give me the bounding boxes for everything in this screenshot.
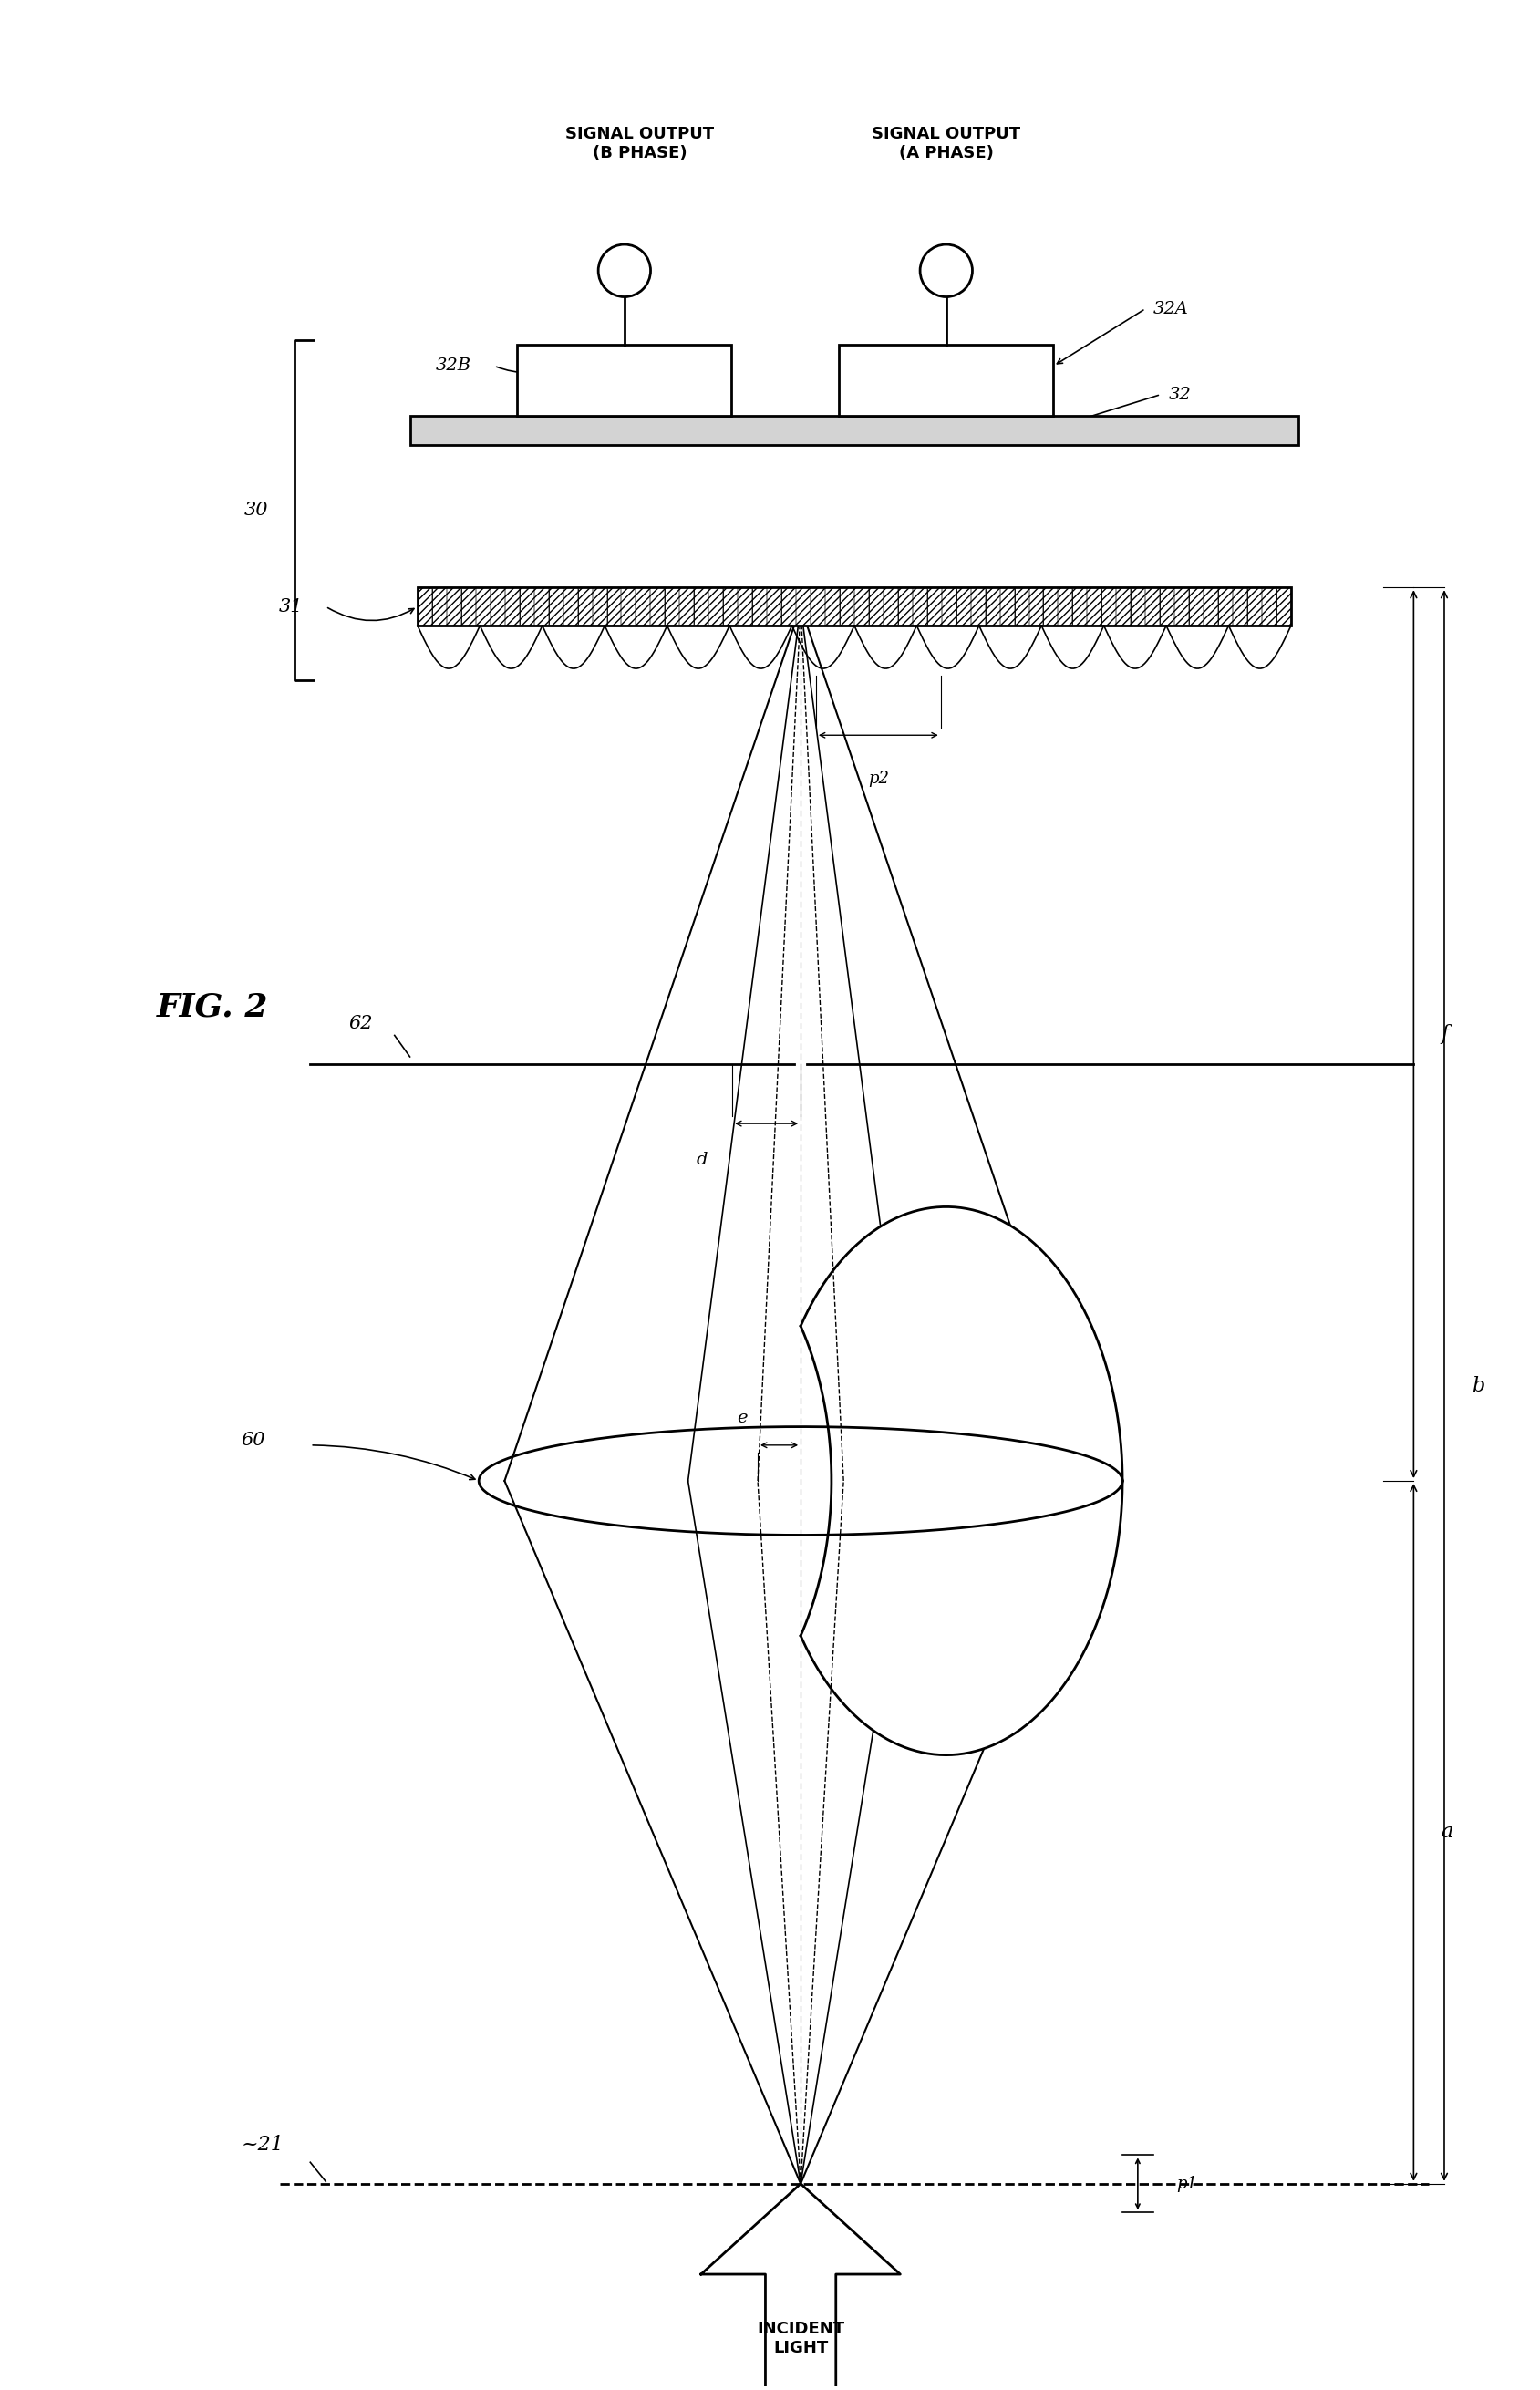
Circle shape (919, 244, 972, 296)
Text: SIGNAL OUTPUT
(B PHASE): SIGNAL OUTPUT (B PHASE) (565, 127, 715, 160)
Text: SIGNAL OUTPUT
(A PHASE): SIGNAL OUTPUT (A PHASE) (872, 127, 1021, 160)
Text: 32: 32 (1169, 387, 1190, 404)
Circle shape (598, 244, 650, 296)
Text: b: b (1472, 1377, 1485, 1396)
Polygon shape (701, 2184, 901, 2390)
Text: INCIDENT
LIGHT: INCIDENT LIGHT (756, 2321, 844, 2357)
Text: e: e (738, 1410, 747, 1427)
Text: 32B: 32B (436, 358, 471, 375)
Text: p2: p2 (869, 772, 889, 786)
Text: 30: 30 (245, 502, 268, 519)
Text: ~21: ~21 (242, 2134, 283, 2156)
Text: 31: 31 (279, 598, 303, 614)
Text: f: f (1441, 1025, 1449, 1044)
Text: p1: p1 (1177, 2175, 1197, 2192)
Bar (839, 344, 1053, 416)
Text: d: d (696, 1152, 707, 1169)
Text: a: a (1441, 1821, 1454, 1843)
Bar (410, 416, 1298, 445)
Text: 62: 62 (348, 1013, 373, 1032)
Bar (517, 344, 731, 416)
Text: 60: 60 (242, 1432, 265, 1448)
Text: FIG. 2: FIG. 2 (157, 992, 270, 1023)
Text: 32A: 32A (1153, 301, 1189, 318)
Polygon shape (801, 1207, 1123, 1754)
Bar (417, 588, 1291, 626)
